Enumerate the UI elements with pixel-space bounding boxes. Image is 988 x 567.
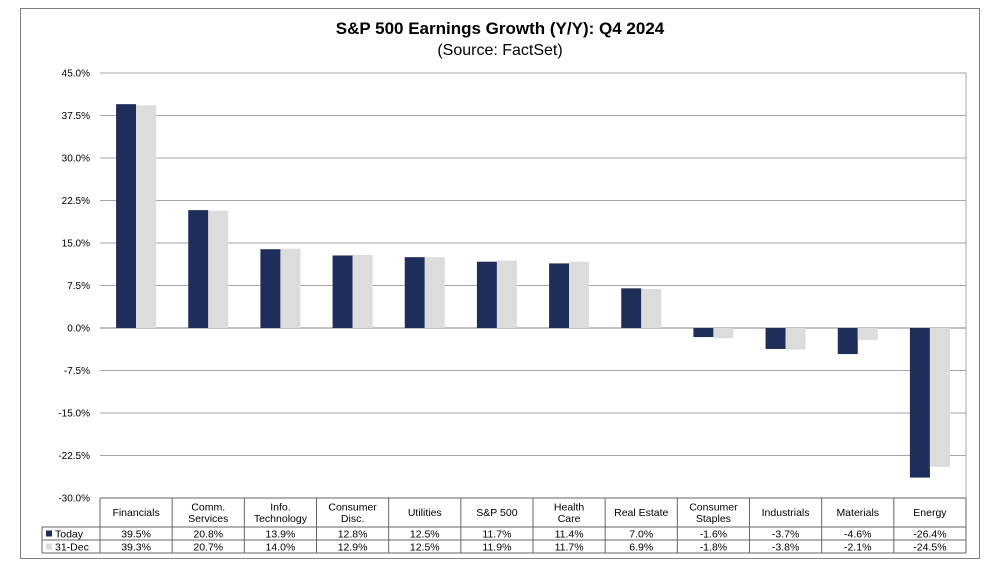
bar-today — [404, 257, 425, 328]
category-label: Disc. — [341, 513, 364, 525]
legend-key-today — [46, 530, 52, 537]
data-table: Financials Comm.Services Info.Technology Co… — [41, 497, 967, 554]
bar-31-dec — [136, 105, 157, 328]
bar-31-dec — [857, 328, 878, 340]
data-label: 7.0% — [629, 529, 653, 541]
y-tick-label: 22.5% — [62, 196, 90, 207]
category-label: Consumer — [689, 501, 738, 513]
data-label: 12.5% — [410, 542, 440, 554]
bar-31-dec — [280, 248, 301, 328]
data-label: 20.7% — [193, 542, 223, 554]
data-label: 39.5% — [121, 529, 151, 541]
data-label: 12.8% — [338, 529, 368, 541]
data-label: 14.0% — [266, 542, 296, 554]
data-label: -24.5% — [913, 542, 946, 554]
chart-subtitle: (Source: FactSet) — [437, 42, 562, 59]
bar-today — [837, 328, 858, 355]
bar-today — [260, 249, 281, 328]
category-label: Financials — [112, 507, 159, 519]
gridlines — [100, 72, 967, 498]
data-label: 11.7% — [482, 529, 511, 541]
data-label: 6.9% — [629, 542, 653, 554]
y-tick-label: -15.0% — [58, 409, 90, 420]
bar-31-dec — [424, 257, 445, 328]
y-tick-label: -22.5% — [58, 451, 90, 462]
category-label: Care — [558, 513, 581, 525]
y-tick-label: 7.5% — [67, 281, 90, 292]
bar-today — [188, 210, 209, 328]
bar-31-dec — [713, 328, 734, 339]
bar-today — [909, 328, 930, 478]
legend-label: 31-Dec — [55, 542, 89, 554]
y-tick-label: 45.0% — [62, 69, 90, 80]
category-label: Industrials — [762, 507, 810, 519]
bar-today — [621, 288, 642, 328]
category-label: Utilities — [408, 507, 442, 519]
bar-today — [332, 255, 353, 328]
category-label: Health — [554, 501, 585, 513]
data-label: 11.9% — [482, 542, 511, 554]
bar-today — [693, 328, 714, 338]
bar-today — [116, 104, 137, 329]
chart-frame — [20, 8, 980, 559]
bar-31-dec — [929, 328, 950, 467]
category-label: S&P 500 — [476, 507, 517, 519]
data-label: -4.6% — [844, 529, 871, 541]
bars — [116, 104, 950, 478]
y-tick-label: -7.5% — [64, 366, 90, 377]
data-label: -2.1% — [844, 542, 871, 554]
bar-today — [549, 263, 570, 328]
bar-today — [765, 328, 786, 349]
legend-key-31-dec — [46, 543, 52, 550]
y-tick-label: 37.5% — [62, 111, 90, 122]
data-label: 12.9% — [338, 542, 368, 554]
y-tick-label: -30.0% — [58, 494, 90, 505]
category-label: Info. — [270, 501, 290, 513]
data-label: -26.4% — [913, 529, 946, 541]
data-label: -1.6% — [700, 529, 727, 541]
bar-31-dec — [496, 260, 517, 328]
category-label: Consumer — [328, 501, 377, 513]
bar-today — [476, 261, 497, 328]
category-label: Energy — [913, 507, 947, 519]
data-label: -3.8% — [772, 542, 799, 554]
bar-31-dec — [569, 261, 590, 328]
bar-31-dec — [352, 254, 373, 328]
y-axis: 45.0% 37.5% 30.0% 22.5% 15.0% 7.5% 0.0% -7.5% -1… — [58, 69, 90, 505]
bar-31-dec — [208, 210, 229, 328]
y-tick-label: 15.0% — [62, 239, 90, 250]
y-tick-label: 0.0% — [67, 324, 90, 335]
bar-31-dec — [785, 328, 806, 350]
category-label: Services — [188, 513, 228, 525]
data-label: -3.7% — [772, 529, 799, 541]
data-label: 11.7% — [555, 542, 584, 554]
data-label: 39.3% — [121, 542, 151, 554]
data-label: 13.9% — [266, 529, 296, 541]
category-label: Staples — [696, 513, 731, 525]
category-label: Materials — [836, 507, 879, 519]
category-label: Comm. — [191, 501, 225, 513]
legend-label: Today — [55, 529, 84, 541]
data-label: 20.8% — [193, 529, 223, 541]
bar-31-dec — [641, 288, 662, 328]
category-label: Technology — [254, 513, 308, 525]
category-label: Real Estate — [614, 507, 668, 519]
data-label: -1.8% — [700, 542, 727, 554]
y-tick-label: 30.0% — [62, 154, 90, 165]
data-label: 12.5% — [410, 529, 440, 541]
data-label: 11.4% — [555, 529, 584, 541]
chart-title: S&P 500 Earnings Growth (Y/Y): Q4 2024 — [336, 19, 665, 38]
